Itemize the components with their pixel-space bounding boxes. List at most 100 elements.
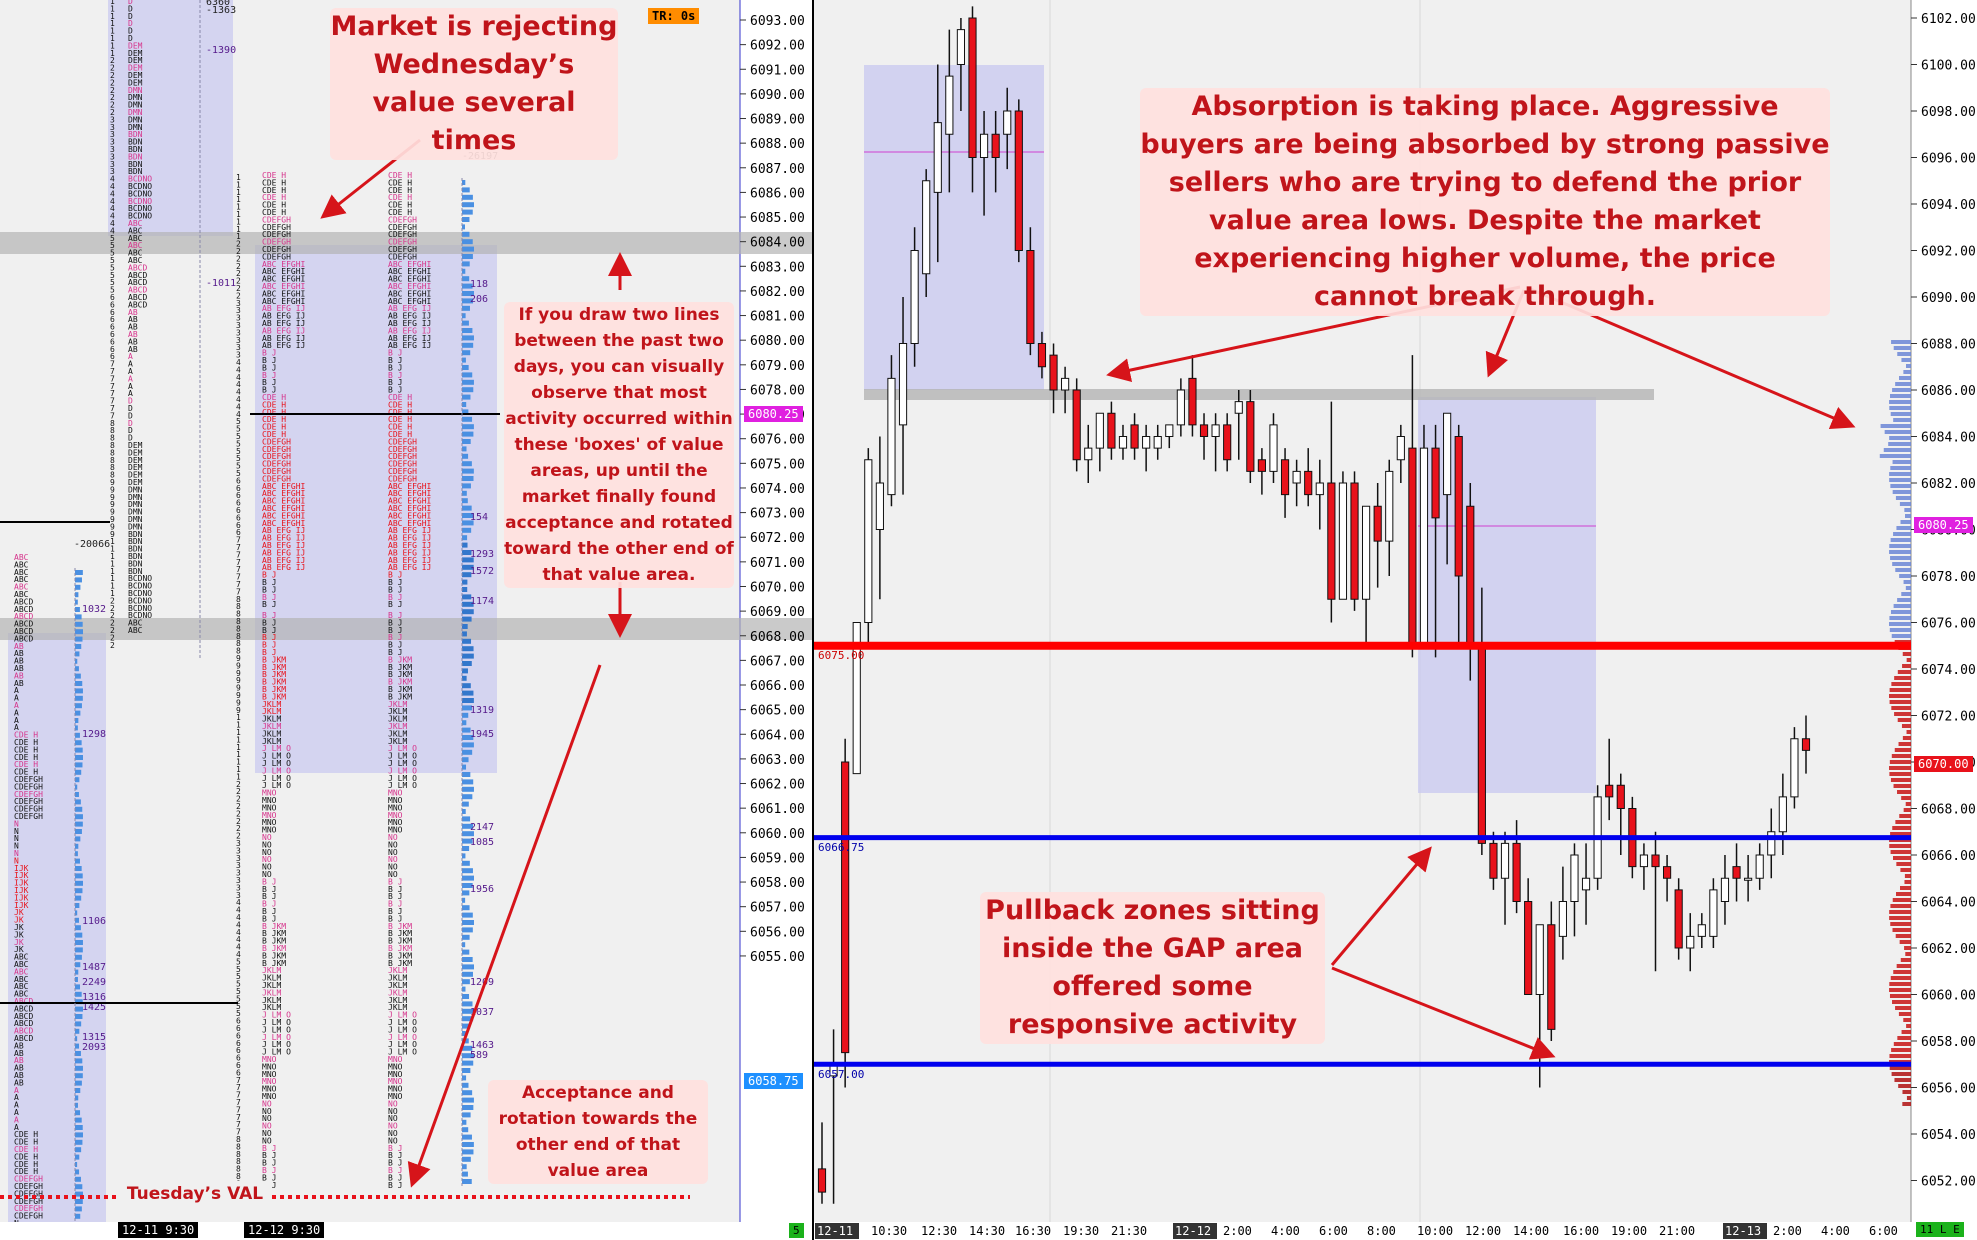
profile-bar bbox=[75, 666, 79, 672]
tpo-cell: DEM bbox=[128, 463, 143, 472]
profile-bar bbox=[462, 934, 470, 940]
tpo-cell: B J bbox=[388, 611, 402, 620]
profile-bar bbox=[462, 653, 474, 659]
tpo-count: 3 bbox=[110, 160, 115, 169]
profile-volume-label: 1316 bbox=[82, 992, 106, 1003]
tpo-cell: MNO bbox=[388, 1062, 403, 1071]
profile-bar bbox=[462, 513, 474, 518]
candle-body bbox=[968, 17, 977, 158]
tpo-cell: J LM O bbox=[262, 1033, 291, 1042]
tpo-cell: BCDNO bbox=[128, 604, 152, 613]
volume-ladder-bar bbox=[1901, 1030, 1911, 1034]
tpo-cell: ABCD bbox=[128, 300, 147, 309]
tpo-count: 2 bbox=[110, 596, 115, 605]
volume-ladder-bar bbox=[1893, 604, 1911, 608]
tpo-count: 2 bbox=[236, 787, 241, 796]
profile-bar bbox=[462, 483, 471, 489]
tpo-cell: ABC bbox=[14, 982, 29, 991]
profile-bar bbox=[75, 814, 83, 820]
tpo-cell: DEM bbox=[128, 441, 143, 450]
tpo-count: 9 bbox=[110, 508, 115, 517]
tpo-cell: CDEFGH bbox=[14, 805, 43, 814]
tpo-cell: CDEFGH bbox=[262, 223, 291, 232]
tpo-count: 1 bbox=[110, 34, 115, 43]
tpo-cell: JKLM bbox=[388, 988, 407, 997]
time-label: 14:30 bbox=[969, 1224, 1005, 1238]
volume-ladder-bar bbox=[1883, 448, 1911, 452]
tpo-count: 9 bbox=[236, 676, 241, 685]
tpo-cell: B JKM bbox=[262, 655, 286, 664]
profile-bar bbox=[462, 187, 470, 193]
tpo-cell: MNO bbox=[262, 803, 277, 812]
profile-bar bbox=[75, 695, 83, 701]
tpo-count: 2 bbox=[236, 262, 241, 271]
profile-bar bbox=[462, 579, 468, 585]
tpo-count: 7 bbox=[236, 1113, 241, 1122]
tpo-cell: JKLM bbox=[388, 966, 407, 975]
tpo-cell: JKLM bbox=[388, 737, 407, 746]
tpo-cell: JKLM bbox=[262, 715, 281, 724]
tpo-cell: BDN bbox=[128, 145, 143, 154]
tpo-count: 4 bbox=[236, 920, 241, 929]
tpo-cell: ABC EFGHI bbox=[388, 267, 432, 276]
tpo-cell: B JKM bbox=[262, 937, 286, 946]
profile-bar bbox=[75, 755, 83, 760]
tpo-count: 7 bbox=[110, 367, 115, 376]
profile-bar bbox=[75, 673, 81, 679]
tpo-cell: MNO bbox=[388, 1055, 403, 1064]
tpo-cell: IJK bbox=[14, 893, 29, 902]
volume-ladder-bar bbox=[1903, 1018, 1911, 1022]
tpo-count: 3 bbox=[110, 138, 115, 147]
volume-ladder-bar bbox=[1889, 544, 1911, 548]
tpo-count: 5 bbox=[236, 1002, 241, 1011]
tpo-count: 3 bbox=[236, 839, 241, 848]
tpo-count: 1 bbox=[110, 49, 115, 58]
profile-bar bbox=[75, 762, 83, 768]
tpo-cell: DEM bbox=[128, 64, 143, 73]
tpo-count: 8 bbox=[110, 441, 115, 450]
tpo-count: 1 bbox=[110, 0, 115, 6]
tpo-cell: JK bbox=[14, 945, 24, 954]
tpo-count: 8 bbox=[236, 1172, 241, 1181]
candle-body bbox=[1304, 470, 1313, 496]
right-corner: 11 L E bbox=[1916, 1222, 1964, 1237]
tpo-cell: B J bbox=[262, 386, 276, 395]
candle-body bbox=[1338, 482, 1348, 600]
tpo-cell: ABC bbox=[14, 583, 29, 592]
tpo-count: 7 bbox=[110, 389, 115, 398]
profile-bar bbox=[462, 202, 474, 208]
tpo-count: 5 bbox=[236, 439, 241, 448]
candle-body bbox=[1142, 436, 1151, 449]
tpo-cell: B J bbox=[262, 892, 276, 901]
tpo-cell: NO bbox=[388, 848, 398, 857]
tpo-cell: B J bbox=[262, 356, 276, 365]
tpo-cell: A bbox=[14, 716, 19, 725]
tpo-count: 1 bbox=[236, 232, 241, 241]
profile-bar bbox=[462, 1127, 469, 1133]
profile-bar bbox=[462, 927, 473, 933]
tpo-cell: AB EFG IJ bbox=[262, 548, 305, 557]
profile-bar bbox=[462, 920, 474, 925]
tpo-cell: B J bbox=[388, 900, 402, 909]
tpo-cell: B JKM bbox=[262, 685, 286, 694]
right-tick-label: 6102.00 bbox=[1921, 12, 1976, 27]
tpo-count: 9 bbox=[236, 654, 241, 663]
tpo-cell: B J bbox=[388, 1144, 402, 1153]
volume-ladder-bar bbox=[1892, 490, 1911, 494]
date-badge bbox=[815, 1223, 859, 1239]
tpo-count: 6 bbox=[110, 352, 115, 361]
candle-body bbox=[1581, 877, 1591, 891]
profile-bar bbox=[462, 949, 470, 955]
tpo-cell: DEM bbox=[128, 471, 143, 480]
tpo-cell: NO bbox=[388, 1136, 398, 1145]
volume-ladder-bar bbox=[1904, 880, 1911, 884]
volume-ladder-bar bbox=[1900, 868, 1911, 872]
tpo-count: 6 bbox=[236, 1031, 241, 1040]
profile-bar bbox=[462, 986, 466, 992]
tpo-cell: AB bbox=[14, 1049, 24, 1058]
tpo-count: 1 bbox=[110, 552, 115, 561]
profile-bar bbox=[462, 860, 470, 866]
volume-ladder-bar bbox=[1894, 676, 1911, 680]
tpo-count: 2 bbox=[110, 78, 115, 87]
